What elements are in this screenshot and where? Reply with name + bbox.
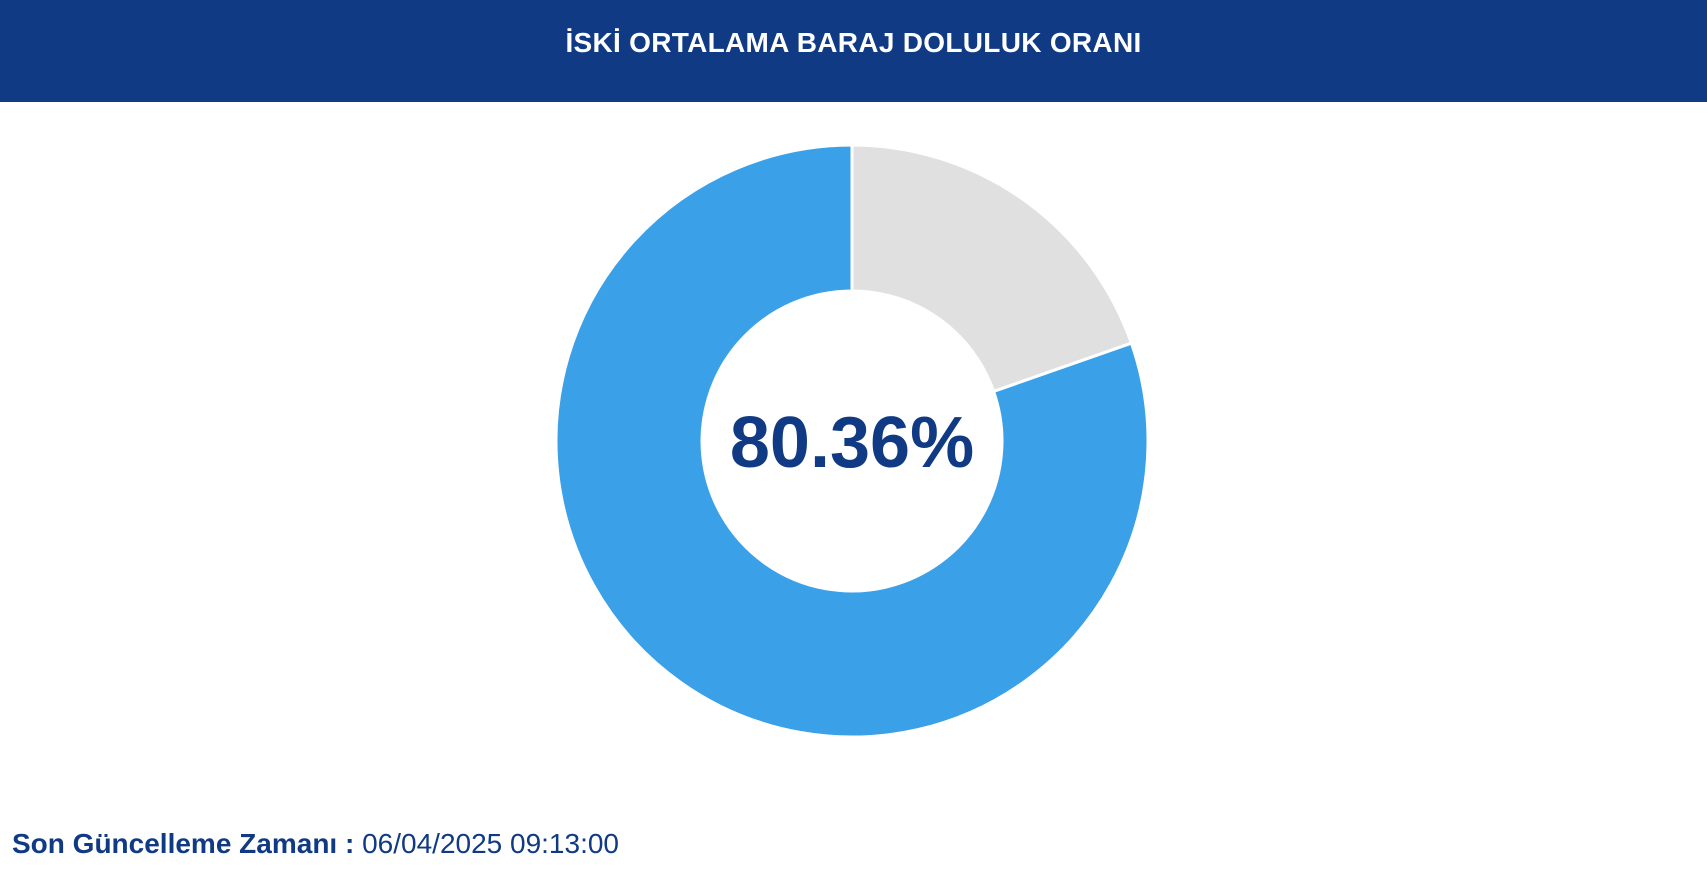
last-update-label: Son Güncelleme Zamanı : bbox=[12, 828, 355, 859]
donut-slice-empty bbox=[850, 143, 1134, 394]
last-update-value: 06/04/2025 09:13:00 bbox=[362, 828, 620, 859]
center-percentage-label: 80.36% bbox=[729, 403, 975, 483]
donut-slice-filled bbox=[554, 143, 1150, 739]
page-title: İSKİ ORTALAMA BARAJ DOLULUK ORANI bbox=[565, 27, 1142, 58]
last-update: Son Güncelleme Zamanı : 06/04/2025 09:13… bbox=[12, 828, 619, 860]
header-bar: İSKİ ORTALAMA BARAJ DOLULUK ORANI bbox=[0, 0, 1707, 102]
